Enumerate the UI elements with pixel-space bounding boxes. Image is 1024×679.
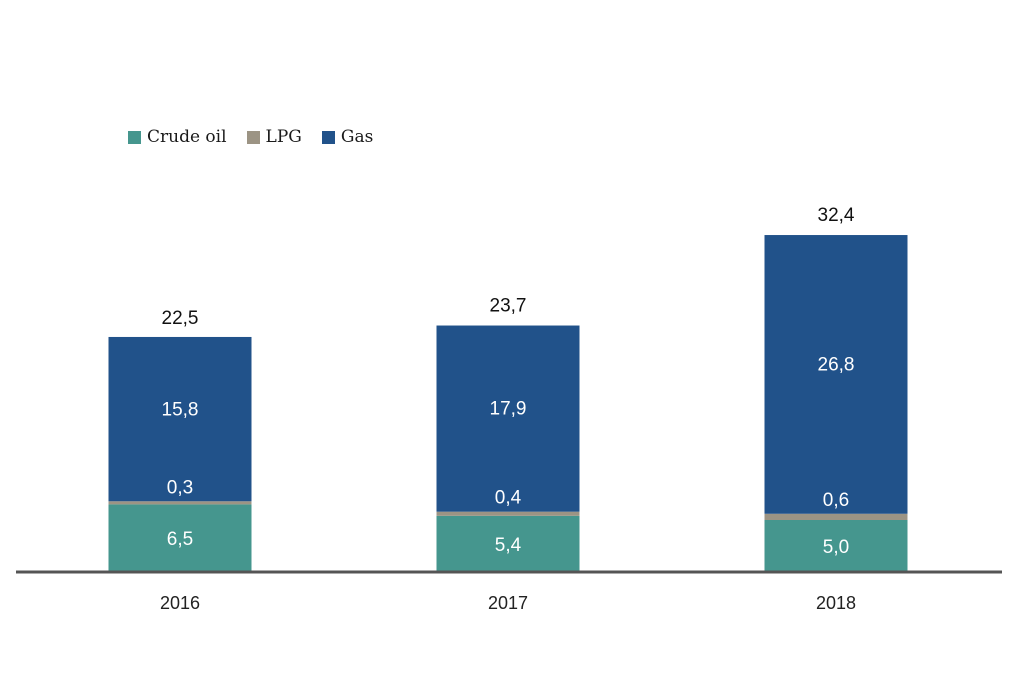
bar-lpg-2016 [108, 501, 252, 505]
data-label-crude-oil-2018: 5,0 [823, 537, 849, 558]
total-label-2018: 32,4 [818, 205, 855, 226]
data-label-gas-2017: 17,9 [490, 399, 527, 420]
data-label-lpg-2017: 0,4 [495, 488, 522, 509]
total-label-2017: 23,7 [490, 296, 527, 317]
legend-label-gas: Gas [340, 127, 374, 147]
data-label-lpg-2018: 0,6 [823, 490, 849, 511]
data-label-gas-2016: 15,8 [162, 400, 199, 421]
bar-lpg-2018 [764, 513, 908, 520]
bar-gas-2017 [436, 325, 580, 512]
x-tick-label-2018: 2018 [816, 593, 856, 613]
bar-crude-oil-2016 [108, 504, 252, 572]
legend-label-crude-oil: Crude oil [147, 127, 227, 147]
legend-item-gas: Gas [321, 127, 374, 147]
total-label-2016: 22,5 [162, 308, 199, 329]
legend-swatch-gas [321, 130, 335, 144]
x-tick-label-2017: 2017 [488, 593, 528, 613]
bar-crude-oil-2017 [436, 515, 580, 572]
legend-item-lpg: LPG [246, 127, 302, 147]
x-tick-label-2016: 2016 [160, 593, 200, 613]
legend-item-crude-oil: Crude oil [128, 127, 227, 147]
legend-swatch-lpg [246, 130, 260, 144]
chart-legend: Crude oil LPG Gas [128, 127, 393, 147]
data-label-lpg-2016: 0,3 [167, 477, 193, 498]
data-label-crude-oil-2017: 5,4 [495, 535, 522, 556]
bar-crude-oil-2018 [764, 520, 908, 572]
bar-gas-2018 [764, 235, 908, 514]
data-label-crude-oil-2016: 6,5 [167, 529, 193, 550]
data-label-gas-2018: 26,8 [818, 354, 855, 375]
bar-lpg-2017 [436, 511, 580, 516]
legend-swatch-crude-oil [128, 130, 141, 144]
legend-label-lpg: LPG [265, 127, 302, 147]
bar-gas-2016 [108, 336, 252, 502]
